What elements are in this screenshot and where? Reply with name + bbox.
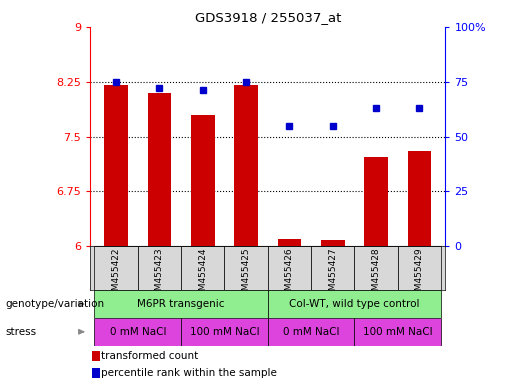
Bar [354,318,441,346]
Bar [94,246,138,290]
Bar [94,290,268,318]
Text: GSM455424: GSM455424 [198,247,208,302]
Bar [398,246,441,290]
Text: genotype/variation: genotype/variation [5,299,104,309]
Bar [311,246,354,290]
Text: GSM455422: GSM455422 [112,247,121,302]
Bar [234,85,258,246]
Bar [94,318,181,346]
Text: percentile rank within the sample: percentile rank within the sample [101,368,278,378]
Text: GSM455426: GSM455426 [285,247,294,302]
Text: M6PR transgenic: M6PR transgenic [138,299,225,309]
Bar [354,246,398,290]
Text: 100 mM NaCl: 100 mM NaCl [363,327,433,337]
Bar [278,239,301,246]
Text: GSM455425: GSM455425 [242,247,251,302]
Bar [147,93,171,246]
Text: transformed count: transformed count [101,351,199,361]
Text: 100 mM NaCl: 100 mM NaCl [190,327,259,337]
Text: GSM455429: GSM455429 [415,247,424,302]
Bar [181,318,268,346]
Bar [268,246,311,290]
Bar [407,151,432,246]
Title: GDS3918 / 255037_at: GDS3918 / 255037_at [195,11,341,24]
Text: GSM455427: GSM455427 [328,247,337,302]
Text: 0 mM NaCl: 0 mM NaCl [283,327,339,337]
Bar [104,85,128,246]
Text: GSM455423: GSM455423 [155,247,164,302]
Text: GSM455428: GSM455428 [372,247,381,302]
Text: stress: stress [5,327,36,337]
Bar [268,290,441,318]
Text: 0 mM NaCl: 0 mM NaCl [110,327,166,337]
Bar [181,246,225,290]
Bar [268,318,354,346]
Bar [191,114,215,246]
Bar [225,246,268,290]
Bar [321,240,345,246]
Bar [138,246,181,290]
Text: Col-WT, wild type control: Col-WT, wild type control [289,299,420,309]
Bar [364,157,388,246]
